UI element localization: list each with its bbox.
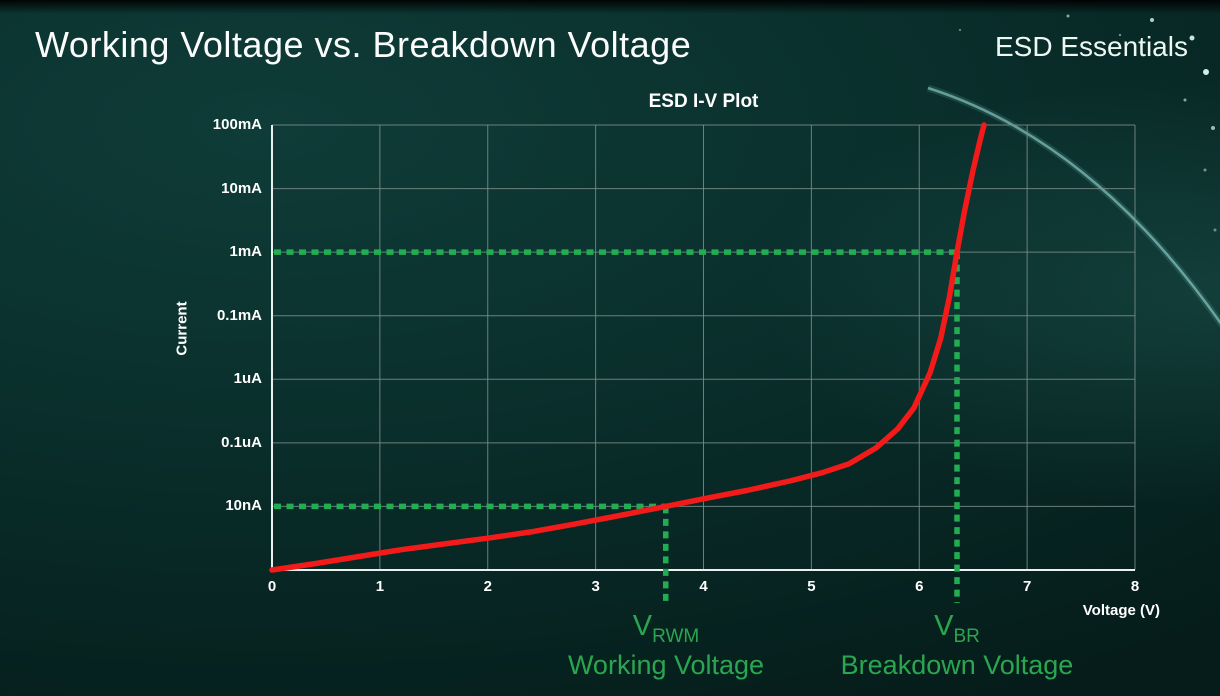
- y-tick-label: 10mA: [221, 179, 262, 197]
- vrwm-symbol: VRWM: [568, 611, 764, 647]
- x-tick-label: 4: [699, 578, 708, 595]
- brand-logo-text: ESD Essentials: [995, 31, 1188, 62]
- y-tick-label: 0.1uA: [221, 433, 262, 451]
- y-tick-label: 100mA: [212, 116, 262, 133]
- chart-title: ESD I-V Plot: [648, 91, 759, 112]
- vrwm-subscript: RWM: [652, 625, 700, 647]
- decorative-swoosh-glow: [926, 84, 1220, 328]
- vrwm-symbol-letter: V: [632, 610, 653, 642]
- breakdown-voltage-caption: Breakdown Voltage: [840, 649, 1074, 680]
- x-tick-label: 1: [375, 578, 385, 595]
- x-tick-label: 7: [1022, 578, 1032, 595]
- x-tick-label: 2: [483, 578, 492, 595]
- iv-curve: [269, 122, 987, 573]
- x-tick-label: 6: [915, 578, 924, 595]
- x-tick-label: 0: [267, 578, 277, 595]
- decorative-swoosh: [927, 86, 1220, 325]
- vbr-subscript: BR: [953, 625, 980, 647]
- x-tick-label: 3: [591, 578, 600, 595]
- vbr-symbol-letter: V: [934, 610, 954, 642]
- y-tick-label: 10nA: [225, 497, 262, 515]
- slide-title: Working Voltage vs. Breakdown Voltage: [35, 24, 692, 65]
- vbr-symbol: VBR: [841, 611, 1074, 647]
- x-tick-label: 5: [807, 578, 816, 595]
- x-axis-title: Voltage (V): [1082, 602, 1160, 619]
- working-voltage-label: VRWM Working Voltage: [568, 611, 764, 681]
- y-tick-label: 1uA: [233, 370, 262, 388]
- x-tick-label: 8: [1130, 578, 1140, 595]
- working-voltage-caption: Working Voltage: [567, 649, 765, 680]
- breakdown-voltage-label: VBR Breakdown Voltage: [841, 611, 1074, 681]
- y-axis-title: Current: [173, 301, 191, 356]
- y-tick-label: 1mA: [229, 243, 262, 261]
